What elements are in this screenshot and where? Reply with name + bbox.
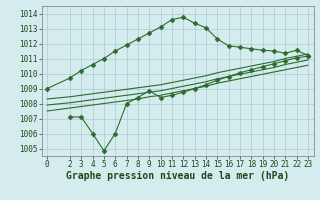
X-axis label: Graphe pression niveau de la mer (hPa): Graphe pression niveau de la mer (hPa) — [66, 171, 289, 181]
